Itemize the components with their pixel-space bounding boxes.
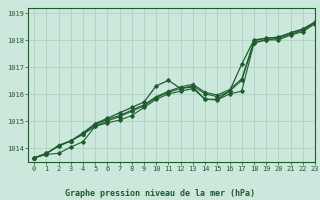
Text: Graphe pression niveau de la mer (hPa): Graphe pression niveau de la mer (hPa) [65, 189, 255, 198]
